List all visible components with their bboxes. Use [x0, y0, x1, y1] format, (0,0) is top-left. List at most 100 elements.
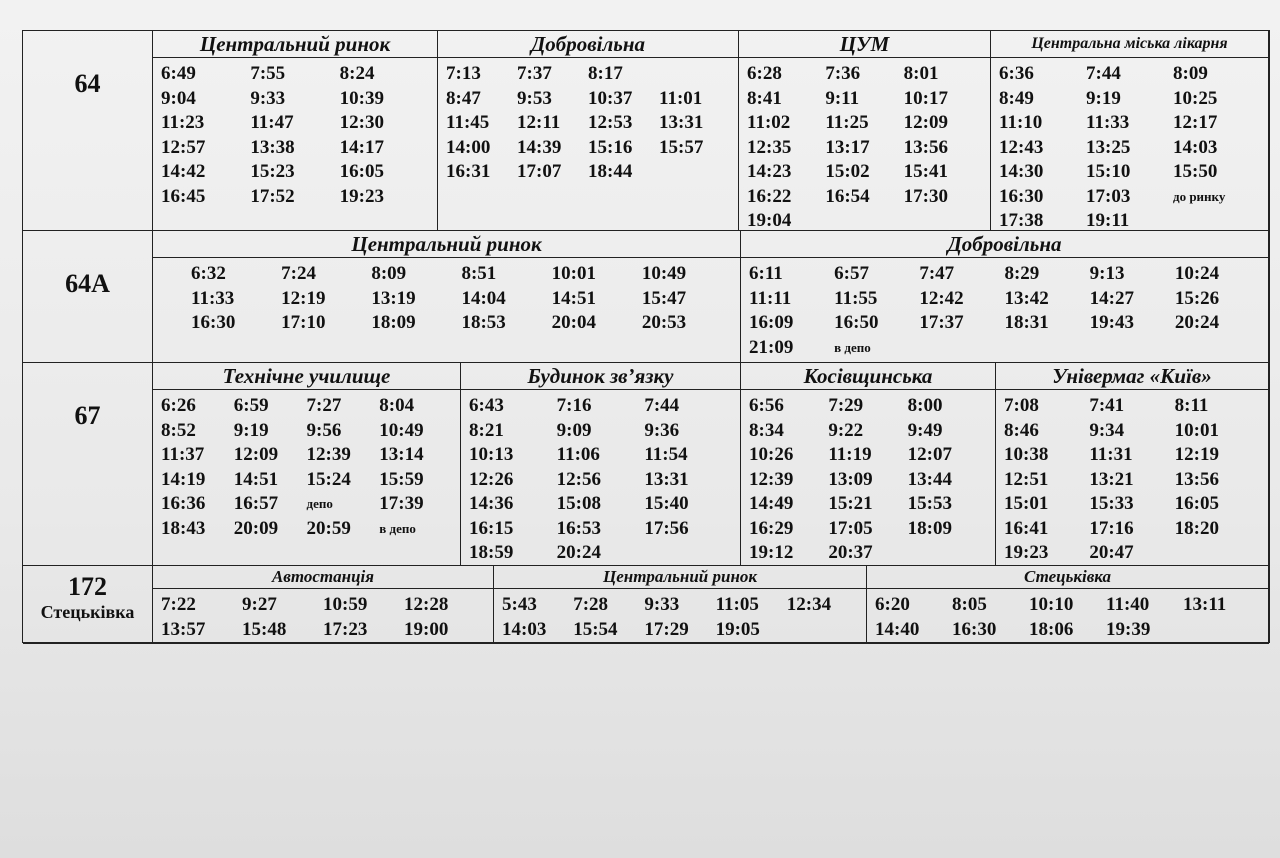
- departure-time: 14:23: [747, 161, 792, 182]
- departure-time: 7:44: [1086, 63, 1121, 84]
- departure-time: 11:11: [749, 287, 792, 309]
- note: депо: [306, 496, 333, 511]
- time-row: 6:20 8:05 10:10 11:40 13:11: [875, 593, 1260, 618]
- departure-time: 10:26: [749, 444, 794, 465]
- stop-column: Автостанція 7:22 9:27 10:59 12:28 13:57 15:48 1…: [153, 566, 494, 644]
- departure-time: 7:29: [828, 395, 864, 416]
- departure-time: 19:43: [1089, 312, 1134, 333]
- stop-column: Технічне училище 6:26 6:59 7:27 8:04 8:52 9:19…: [153, 363, 461, 566]
- departure-time: 15:24: [306, 468, 351, 490]
- departure-time: 18:59: [469, 542, 514, 563]
- departure-time: 13:44: [907, 468, 952, 490]
- departure-time: 16:41: [1004, 517, 1049, 539]
- departure-time: 20:09: [233, 517, 279, 539]
- departure-time: 8:21: [469, 419, 504, 441]
- time-row: 11:10 11:33 12:17: [999, 111, 1260, 136]
- time-rows: 6:43 7:16 7:44 8:21 9:09 9:36 10:13 11:06 11:54 1…: [461, 390, 740, 566]
- stop-name: Центральний ринок: [494, 566, 866, 589]
- departure-time: 19:05: [715, 618, 760, 640]
- departure-time: 14:51: [233, 468, 279, 490]
- time-row: 6:32 7:24 8:09 8:51 10:01 10:49: [191, 262, 732, 287]
- departure-time: 17:03: [1086, 185, 1131, 207]
- departure-time: 13:56: [903, 136, 948, 158]
- departure-time: 9:27: [242, 594, 277, 615]
- departure-time: 13:19: [371, 287, 416, 309]
- departure-time: 8:01: [903, 63, 939, 84]
- departure-time: 9:09: [556, 419, 592, 441]
- departure-time: 16:36: [161, 493, 206, 514]
- time-row: 12:26 12:56 13:31: [469, 468, 732, 493]
- departure-time: 17:29: [644, 618, 689, 640]
- time-row: 18:43 20:09 20:59 в депо: [161, 517, 452, 542]
- time-row: 8:49 9:19 10:25: [999, 87, 1260, 112]
- departure-time: 12:43: [999, 136, 1044, 158]
- time-rows: 6:11 6:57 7:47 8:29 9:13 10:24 11:11 11:55 12:42…: [741, 258, 1268, 360]
- departure-time: 20:53: [641, 312, 687, 333]
- time-row: 14:19 14:51 15:24 15:59: [161, 468, 452, 493]
- departure-time: 8:41: [747, 87, 782, 109]
- time-rows: 7:08 7:41 8:11 8:46 9:34 10:01 10:38 11:31 12:19…: [996, 390, 1268, 566]
- departure-time: 16:30: [999, 185, 1044, 207]
- departure-time: 18:06: [1029, 618, 1074, 640]
- departure-time: 7:27: [306, 395, 342, 416]
- departure-time: 7:36: [825, 63, 861, 84]
- stop-column: Універмаг «Київ» 7:08 7:41 8:11 8:46 9:34 10:0…: [996, 363, 1269, 566]
- departure-time: 14:39: [517, 136, 562, 158]
- stop-name: Стецьківка: [867, 566, 1268, 589]
- departure-time: 17:30: [903, 185, 948, 207]
- departure-time: 17:52: [250, 185, 295, 207]
- departure-time: 20:59: [306, 517, 351, 539]
- stop-name: Центральний ринок: [153, 31, 437, 58]
- departure-time: 18:09: [907, 517, 952, 539]
- departure-time: 12:30: [339, 112, 384, 133]
- stop-name: Добровільна: [438, 31, 738, 58]
- stop-name: Автостанція: [153, 566, 493, 589]
- departure-time: 19:00: [404, 618, 449, 640]
- departure-time: 20:04: [551, 312, 596, 333]
- departure-time: 17:38: [999, 210, 1044, 231]
- time-row: 6:28 7:36 8:01: [747, 62, 982, 87]
- route-cell: 64А: [23, 231, 153, 363]
- route-number: 64А: [65, 269, 110, 298]
- departure-time: 15:21: [828, 493, 873, 514]
- departure-time: 21:09: [749, 336, 794, 358]
- departure-time: 11:31: [1089, 444, 1133, 465]
- departure-time: 15:08: [556, 493, 601, 514]
- departure-time: 8:00: [907, 395, 943, 416]
- time-row: 18:59 20:24: [469, 541, 732, 566]
- departure-time: 19:23: [1004, 542, 1049, 563]
- route-number: 67: [74, 401, 101, 430]
- departure-time: 11:55: [834, 287, 878, 309]
- departure-time: 20:37: [828, 542, 873, 563]
- departure-time: 14:49: [749, 493, 794, 514]
- departure-time: 18:43: [161, 517, 206, 539]
- time-rows: 6:26 6:59 7:27 8:04 8:52 9:19 9:56 10:49 11:37 12…: [153, 390, 460, 541]
- departure-time: 11:45: [446, 112, 490, 133]
- time-rows: 7:22 9:27 10:59 12:28 13:57 15:48 17:23 19:00: [153, 589, 493, 642]
- departure-time: 16:22: [747, 185, 792, 207]
- time-row: 21:09 в депо: [749, 336, 1260, 361]
- time-row: 14:23 15:02 15:41: [747, 160, 982, 185]
- departure-time: 7:08: [1004, 395, 1039, 416]
- time-row: 11:11 11:55 12:42 13:42 14:27 15:26: [749, 287, 1260, 312]
- departure-time: 16:30: [952, 618, 997, 640]
- departure-time: 20:24: [1174, 312, 1220, 333]
- time-row: 14:36 15:08 15:40: [469, 492, 732, 517]
- time-row: 5:43 7:28 9:33 11:05 12:34: [502, 593, 858, 618]
- time-row: 16:30 17:03 до ринку: [999, 185, 1260, 210]
- time-row: 11:37 12:09 12:39 13:14: [161, 443, 452, 468]
- stop-name: Універмаг «Київ»: [996, 363, 1268, 390]
- departure-time: 15:57: [659, 136, 704, 158]
- departure-time: 12:35: [747, 136, 792, 158]
- departure-time: 11:06: [556, 444, 600, 465]
- departure-time: 9:33: [250, 87, 286, 109]
- departure-time: 8:46: [1004, 419, 1039, 441]
- stop-name: Центральний ринок: [153, 231, 740, 258]
- departure-time: 15:48: [242, 618, 287, 640]
- departure-time: 17:37: [919, 312, 964, 333]
- route-number: 172: [68, 572, 107, 601]
- departure-time: 15:53: [907, 493, 952, 514]
- departure-time: 19:11: [1086, 210, 1130, 231]
- stop-column: Будинок зв’язку 6:43 7:16 7:44 8:21 9:09 9:36 1…: [461, 363, 741, 566]
- route-number: 64: [74, 69, 101, 98]
